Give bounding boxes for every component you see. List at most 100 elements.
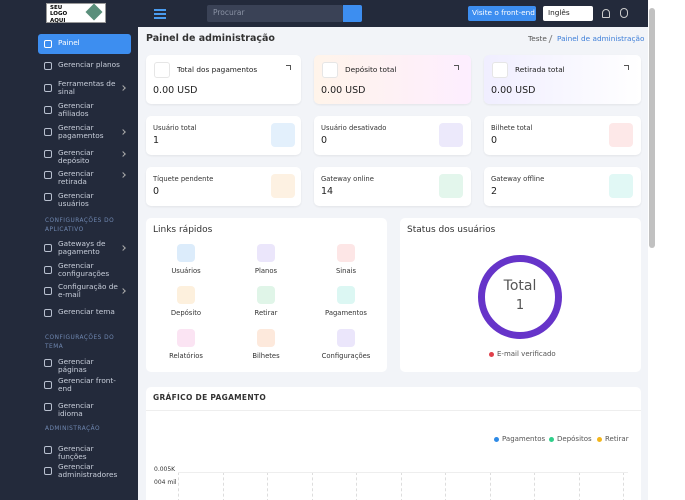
section-title: CONFIGURAÇÕES DO APLICATIVO bbox=[45, 218, 115, 233]
nav-icon bbox=[44, 446, 52, 454]
grid-line bbox=[222, 472, 224, 500]
stat-label: Tíquete pendente bbox=[153, 175, 214, 183]
quick-link-icon[interactable] bbox=[177, 329, 195, 347]
card-icon bbox=[154, 62, 170, 78]
nav-item[interactable]: Gerenciar depósito bbox=[58, 148, 94, 166]
nav-icon bbox=[44, 106, 52, 114]
search-box[interactable] bbox=[207, 5, 343, 22]
bell-icon[interactable] bbox=[602, 9, 610, 18]
quick-link-icon[interactable] bbox=[257, 244, 275, 262]
section-title: ADMINISTRAÇÃO bbox=[45, 426, 101, 432]
nav-item[interactable]: Gerenciar administradores bbox=[58, 462, 118, 480]
nav-active bbox=[38, 34, 131, 54]
search-placeholder: Procurar bbox=[213, 8, 245, 17]
stat-label: Bilhete total bbox=[491, 124, 533, 132]
quick-link-icon[interactable] bbox=[257, 286, 275, 304]
stat-label: Usuário desativado bbox=[321, 124, 387, 132]
stat-icon bbox=[439, 123, 463, 147]
link-arrow[interactable] bbox=[624, 65, 629, 70]
nav-item[interactable]: Gerenciar tema bbox=[58, 307, 115, 316]
quick-link-label[interactable]: Planos bbox=[254, 267, 278, 275]
panel-title: Status dos usuários bbox=[407, 225, 496, 235]
nav-item[interactable]: Gateways de pagamento bbox=[58, 239, 106, 257]
nav-icon bbox=[44, 84, 52, 92]
nav-item[interactable]: Gerenciar funções bbox=[58, 444, 94, 462]
breadcrumb: Teste bbox=[528, 34, 547, 43]
nav-item[interactable]: Gerenciar retirada bbox=[58, 169, 94, 187]
search-button[interactable] bbox=[343, 5, 362, 22]
nav-item[interactable]: Gerenciar usuários bbox=[58, 191, 94, 209]
nav-item[interactable]: Painel bbox=[58, 38, 80, 47]
grid-line bbox=[178, 472, 628, 473]
stat-icon bbox=[439, 174, 463, 198]
nav-item[interactable]: Gerenciar idioma bbox=[58, 401, 94, 419]
menu-icon bbox=[154, 13, 166, 15]
page-title: Painel de administração bbox=[146, 33, 275, 44]
stat-value: 0 bbox=[153, 186, 160, 197]
quick-link-icon[interactable] bbox=[337, 244, 355, 262]
nav-item[interactable]: Gerenciar páginas bbox=[58, 357, 94, 375]
nav-icon bbox=[44, 62, 52, 70]
quick-link-label[interactable]: Relatórios bbox=[169, 352, 203, 360]
breadcrumb: Painel de administração bbox=[557, 34, 645, 43]
link-arrow[interactable] bbox=[286, 65, 291, 70]
stat-value: 1 bbox=[153, 135, 160, 146]
quick-link-label[interactable]: Usuários bbox=[171, 267, 201, 275]
nav-item[interactable]: Gerenciar afiliados bbox=[58, 101, 94, 119]
nav-icon bbox=[44, 171, 52, 179]
nav-icon bbox=[44, 40, 52, 48]
quick-link-label[interactable]: Configurações bbox=[321, 352, 371, 360]
quick-link-icon[interactable] bbox=[177, 286, 195, 304]
nav-item[interactable]: Configuração de e-mail bbox=[58, 282, 118, 300]
legend-label: Retirar bbox=[605, 435, 629, 443]
stat-value: 14 bbox=[321, 186, 334, 197]
nav-item[interactable]: Gerenciar pagamentos bbox=[58, 123, 104, 141]
quick-link-label[interactable]: Depósito bbox=[170, 309, 202, 317]
balance-value: 0.00 USD bbox=[491, 85, 536, 96]
quick-link-label[interactable]: Pagamentos bbox=[325, 309, 367, 317]
link-arrow[interactable] bbox=[454, 65, 459, 70]
grid-line bbox=[267, 472, 268, 500]
menu-icon bbox=[154, 9, 166, 11]
grid-line bbox=[578, 472, 580, 500]
grid-line bbox=[356, 472, 357, 500]
panel-title: Links rápidos bbox=[153, 225, 213, 235]
donut-ring bbox=[478, 255, 562, 339]
grid-line bbox=[534, 472, 535, 500]
nav-item[interactable]: Gerenciar planos bbox=[58, 60, 120, 69]
nav-icon bbox=[44, 309, 52, 317]
quick-link-label[interactable]: Retirar bbox=[254, 309, 278, 317]
nav-item[interactable]: Gerenciar configurações bbox=[58, 261, 110, 279]
stat-value: 0 bbox=[321, 135, 328, 146]
legend-dot bbox=[494, 437, 499, 442]
quick-link-icon[interactable] bbox=[337, 329, 355, 347]
nav-icon bbox=[44, 128, 52, 136]
quick-link-icon[interactable] bbox=[257, 329, 275, 347]
legend-label: Depósitos bbox=[557, 435, 592, 443]
logo-text: SEU LOGO AQUI bbox=[50, 5, 68, 24]
quick-link-label[interactable]: Sinais bbox=[335, 267, 357, 275]
user-icon[interactable] bbox=[620, 8, 628, 18]
nav-icon bbox=[44, 403, 52, 411]
language-text: Inglês bbox=[548, 8, 570, 17]
quick-link-label[interactable]: Bilhetes bbox=[252, 352, 280, 360]
stat-label: Gateway offline bbox=[491, 175, 545, 183]
section-title: CONFIGURAÇÕES DO TEMA bbox=[45, 335, 115, 350]
grid-line bbox=[489, 472, 491, 500]
grid-line bbox=[400, 472, 402, 500]
nav-icon bbox=[44, 381, 52, 389]
stat-icon bbox=[271, 174, 295, 198]
frontend-button[interactable] bbox=[468, 6, 536, 21]
balance-card bbox=[314, 55, 471, 104]
nav-icon bbox=[44, 359, 52, 367]
grid-line bbox=[178, 472, 179, 500]
quick-link-icon[interactable] bbox=[177, 244, 195, 262]
nav-item[interactable]: Ferramentas de sinal bbox=[58, 79, 116, 97]
legend-label: Pagamentos bbox=[502, 435, 546, 443]
quick-link-icon[interactable] bbox=[337, 286, 355, 304]
nav-item[interactable]: Gerenciar front-end bbox=[58, 376, 116, 394]
legend-dot bbox=[549, 437, 554, 442]
nav-icon bbox=[44, 467, 52, 475]
language-select[interactable] bbox=[543, 6, 593, 21]
